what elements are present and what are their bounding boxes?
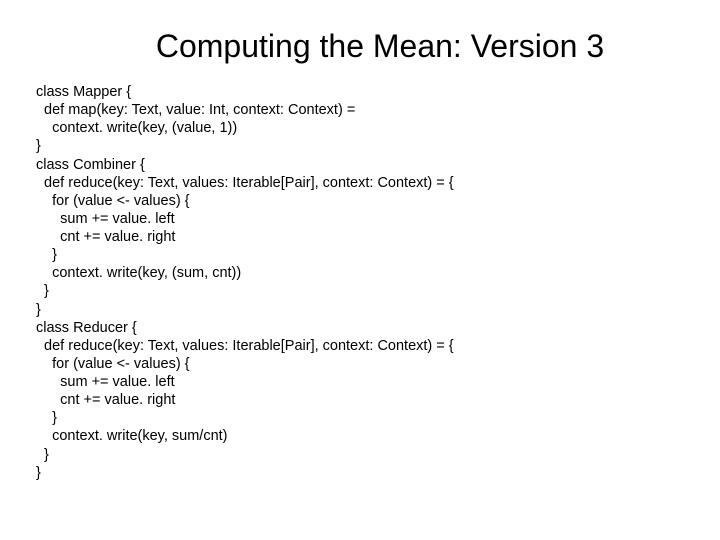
slide-title: Computing the Mean: Version 3 [32, 28, 688, 65]
code-block: class Mapper { def map(key: Text, value:… [32, 83, 688, 482]
slide: Computing the Mean: Version 3 class Mapp… [0, 0, 720, 540]
